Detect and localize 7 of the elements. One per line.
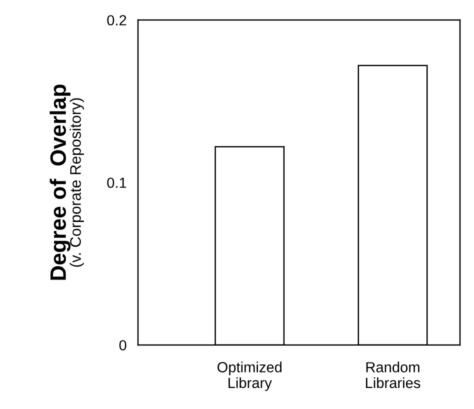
- text: (v. Corporate Repository): [70, 98, 84, 267]
- y-tick-label: 0: [119, 340, 126, 350]
- y-tick-label: 0.1: [107, 178, 126, 188]
- y-tick-label: 0.2: [107, 15, 126, 26]
- x-tick-label: Optimized Library: [217, 362, 282, 391]
- y-axis-title: Degree of Overlap: [50, 84, 71, 280]
- x-tick-label: Random Libraries: [366, 362, 420, 388]
